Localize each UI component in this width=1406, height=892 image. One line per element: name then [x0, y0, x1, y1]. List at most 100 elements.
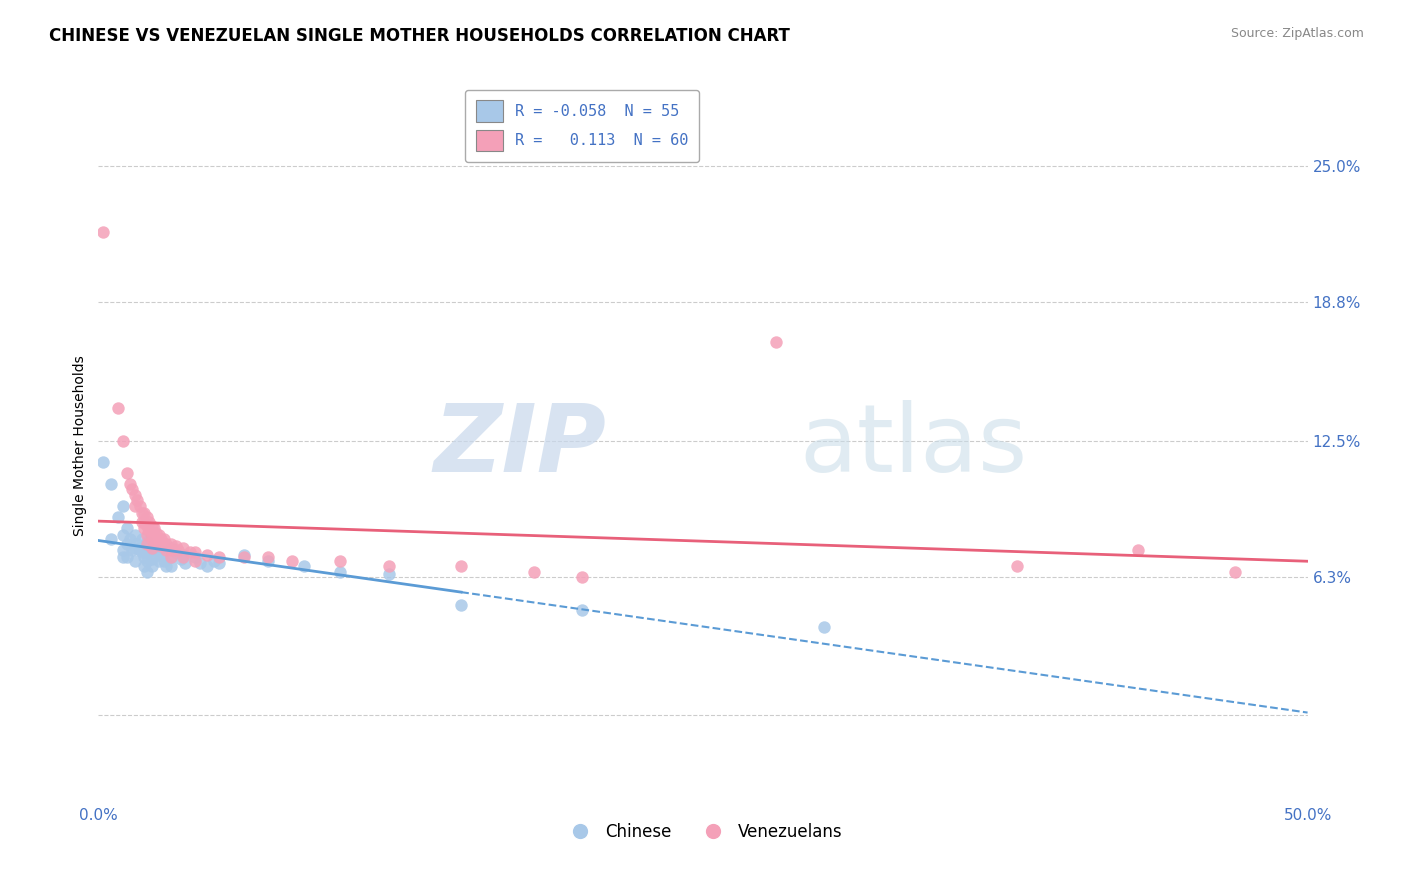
Point — [208, 557, 231, 571]
Point — [172, 548, 194, 562]
Point — [172, 541, 194, 555]
Point — [145, 525, 167, 540]
Point — [281, 554, 304, 568]
Point — [127, 492, 149, 507]
Point — [111, 528, 134, 542]
Point — [148, 528, 170, 542]
Point — [179, 545, 201, 559]
Point — [150, 539, 173, 553]
Point — [523, 566, 546, 580]
Legend: Chinese, Venezuelans: Chinese, Venezuelans — [557, 817, 849, 848]
Point — [118, 533, 141, 547]
Point — [143, 528, 166, 542]
Point — [121, 543, 143, 558]
Point — [1223, 566, 1246, 580]
Point — [135, 534, 157, 549]
Point — [134, 506, 156, 520]
Point — [134, 549, 156, 564]
Point — [128, 543, 150, 558]
Point — [160, 543, 183, 558]
Text: atlas: atlas — [800, 400, 1028, 492]
Point — [124, 541, 146, 555]
Point — [232, 548, 254, 562]
Point — [141, 519, 163, 533]
Point — [145, 533, 167, 547]
Point — [121, 482, 143, 496]
Point — [124, 488, 146, 502]
Point — [124, 500, 146, 514]
Point — [91, 455, 114, 469]
Point — [184, 545, 207, 559]
Point — [165, 539, 187, 553]
Point — [150, 533, 173, 547]
Point — [1007, 558, 1029, 573]
Point — [155, 558, 177, 573]
Point — [188, 557, 211, 571]
Point — [138, 515, 160, 529]
Point — [138, 524, 160, 538]
Point — [152, 554, 174, 568]
Point — [292, 558, 315, 573]
Point — [765, 334, 787, 349]
Point — [160, 541, 183, 555]
Point — [131, 506, 153, 520]
Point — [134, 515, 156, 529]
Point — [107, 510, 129, 524]
Point — [160, 558, 183, 573]
Point — [148, 554, 170, 568]
Point — [160, 549, 183, 564]
Point — [160, 549, 183, 564]
Point — [165, 545, 187, 559]
Point — [184, 554, 207, 568]
Point — [184, 549, 207, 564]
Point — [135, 537, 157, 551]
Point — [91, 225, 114, 239]
Y-axis label: Single Mother Households: Single Mother Households — [73, 356, 87, 536]
Point — [450, 598, 472, 612]
Point — [131, 545, 153, 559]
Point — [131, 515, 153, 529]
Point — [135, 510, 157, 524]
Point — [141, 533, 163, 547]
Text: ZIP: ZIP — [433, 400, 606, 492]
Point — [141, 541, 163, 555]
Point — [111, 543, 134, 558]
Point — [232, 549, 254, 564]
Point — [135, 545, 157, 559]
Point — [135, 554, 157, 568]
Text: CHINESE VS VENEZUELAN SINGLE MOTHER HOUSEHOLDS CORRELATION CHART: CHINESE VS VENEZUELAN SINGLE MOTHER HOUS… — [49, 27, 790, 45]
Point — [111, 434, 134, 448]
Point — [256, 554, 278, 568]
Point — [145, 548, 167, 562]
Point — [135, 528, 157, 542]
Point — [148, 537, 170, 551]
Point — [169, 552, 191, 566]
Point — [128, 500, 150, 514]
Point — [208, 549, 231, 564]
Point — [195, 548, 218, 562]
Point — [256, 549, 278, 564]
Point — [141, 552, 163, 566]
Point — [167, 543, 190, 558]
Point — [134, 521, 156, 535]
Point — [117, 549, 139, 564]
Point — [571, 602, 593, 616]
Point — [117, 537, 139, 551]
Point — [160, 537, 183, 551]
Point — [155, 543, 177, 558]
Point — [377, 558, 399, 573]
Point — [150, 548, 173, 562]
Point — [813, 620, 835, 634]
Point — [1128, 543, 1150, 558]
Point — [174, 557, 197, 571]
Point — [141, 543, 163, 558]
Point — [135, 566, 157, 580]
Point — [135, 519, 157, 533]
Point — [148, 543, 170, 558]
Point — [117, 467, 139, 481]
Point — [100, 477, 122, 491]
Point — [141, 525, 163, 540]
Point — [152, 533, 174, 547]
Point — [204, 554, 226, 568]
Point — [143, 521, 166, 535]
